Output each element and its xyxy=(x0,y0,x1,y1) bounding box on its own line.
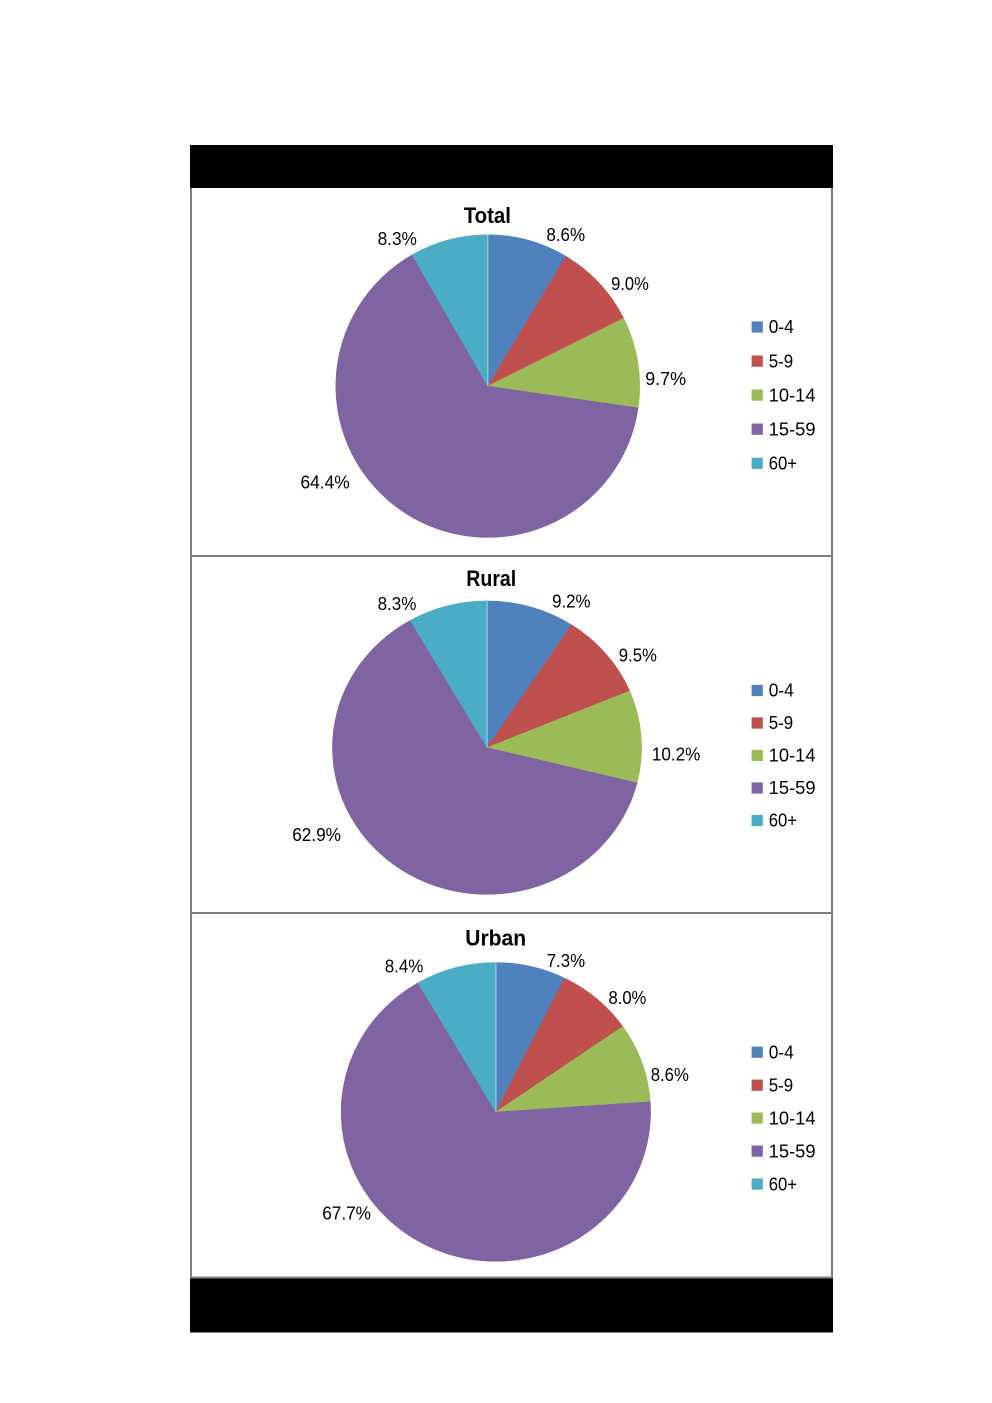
svg-text:60+: 60+ xyxy=(769,1174,797,1194)
svg-text:Urban: Urban xyxy=(465,926,526,951)
svg-text:62.9%: 62.9% xyxy=(292,825,341,845)
svg-text:0-4: 0-4 xyxy=(769,1042,794,1062)
svg-text:15-59: 15-59 xyxy=(769,1141,816,1161)
svg-text:64.4%: 64.4% xyxy=(301,473,350,493)
svg-text:10-14: 10-14 xyxy=(769,1108,816,1128)
svg-text:8.4%: 8.4% xyxy=(385,957,424,977)
svg-text:5-9: 5-9 xyxy=(769,713,793,733)
svg-text:8.6%: 8.6% xyxy=(651,1065,689,1085)
svg-text:0-4: 0-4 xyxy=(769,317,794,337)
svg-text:9.7%: 9.7% xyxy=(645,369,686,389)
svg-text:0-4: 0-4 xyxy=(769,681,794,701)
svg-text:5-9: 5-9 xyxy=(769,1075,793,1095)
svg-text:8.3%: 8.3% xyxy=(378,594,417,614)
svg-text:8.6%: 8.6% xyxy=(546,225,585,245)
svg-text:8.0%: 8.0% xyxy=(609,988,647,1008)
svg-text:10-14: 10-14 xyxy=(769,746,816,766)
svg-text:9.2%: 9.2% xyxy=(552,592,590,612)
svg-text:9.0%: 9.0% xyxy=(611,274,649,294)
svg-text:10-14: 10-14 xyxy=(769,385,816,405)
svg-text:Rural: Rural xyxy=(466,566,516,591)
svg-text:15-59: 15-59 xyxy=(769,419,816,439)
svg-text:15-59: 15-59 xyxy=(769,778,816,798)
svg-text:5-9: 5-9 xyxy=(769,351,793,371)
svg-text:Total: Total xyxy=(464,203,511,228)
svg-text:67.7%: 67.7% xyxy=(322,1204,371,1224)
svg-text:60+: 60+ xyxy=(769,811,797,831)
svg-text:9.5%: 9.5% xyxy=(619,645,657,665)
svg-text:8.3%: 8.3% xyxy=(378,229,417,249)
svg-text:10.2%: 10.2% xyxy=(652,744,701,764)
svg-text:7.3%: 7.3% xyxy=(547,951,585,971)
svg-text:60+: 60+ xyxy=(769,454,797,474)
